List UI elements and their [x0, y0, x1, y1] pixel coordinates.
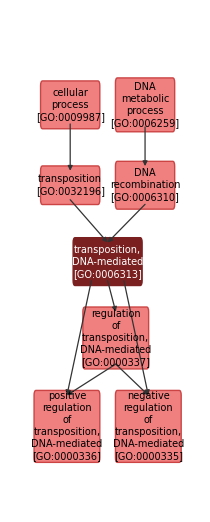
FancyBboxPatch shape	[73, 238, 142, 286]
FancyBboxPatch shape	[116, 390, 181, 462]
FancyBboxPatch shape	[116, 161, 175, 209]
Text: cellular
process
[GO:0009987]: cellular process [GO:0009987]	[36, 88, 105, 122]
Text: DNA
recombination
[GO:0006310]: DNA recombination [GO:0006310]	[110, 168, 180, 202]
Text: DNA
metabolic
process
[GO:0006259]: DNA metabolic process [GO:0006259]	[110, 82, 180, 128]
FancyBboxPatch shape	[34, 390, 100, 462]
Text: negative
regulation
of
transposition,
DNA-mediated
[GO:0000335]: negative regulation of transposition, DN…	[113, 392, 184, 461]
FancyBboxPatch shape	[116, 78, 175, 132]
Text: positive
regulation
of
transposition,
DNA-mediated
[GO:0000336]: positive regulation of transposition, DN…	[31, 392, 102, 461]
Text: transposition
[GO:0032196]: transposition [GO:0032196]	[36, 174, 105, 196]
FancyBboxPatch shape	[41, 166, 100, 205]
Text: transposition,
DNA-mediated
[GO:0006313]: transposition, DNA-mediated [GO:0006313]	[72, 245, 143, 279]
FancyBboxPatch shape	[41, 81, 100, 129]
FancyBboxPatch shape	[83, 307, 149, 369]
Text: regulation
of
transposition,
DNA-mediated
[GO:0000337]: regulation of transposition, DNA-mediate…	[80, 309, 151, 367]
